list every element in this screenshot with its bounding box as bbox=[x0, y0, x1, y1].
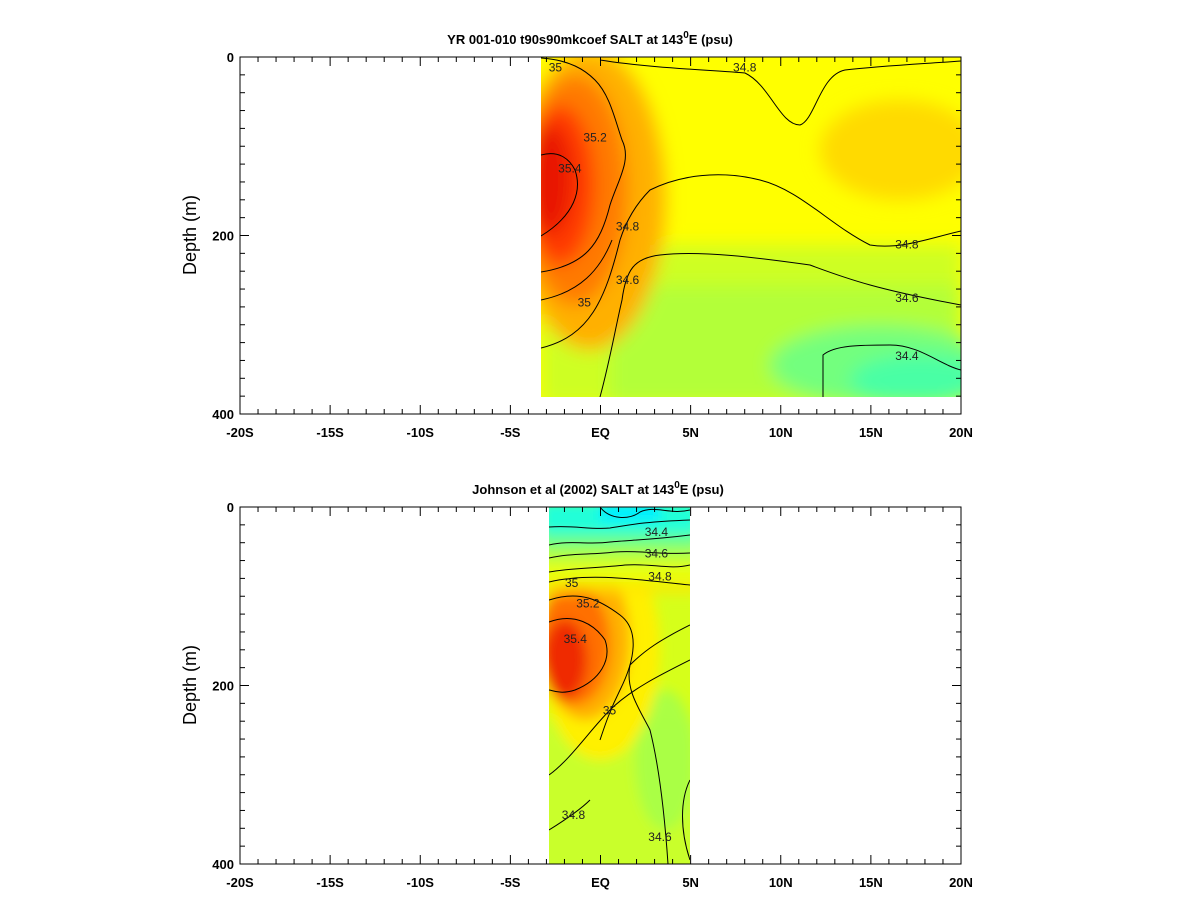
x-tick-label: 20N bbox=[949, 875, 973, 890]
x-tick-label: 20N bbox=[949, 425, 973, 440]
x-tick-label: -10S bbox=[407, 875, 435, 890]
contour-label: 35 bbox=[565, 576, 579, 590]
chart-title-1-tail: E (psu) bbox=[689, 32, 733, 47]
chart-panel-1: YR 001-010 t90s90mkcoef SALT at 1430E (p… bbox=[180, 30, 973, 440]
contour-label: 34.6 bbox=[895, 291, 919, 305]
y-tick-label: 0 bbox=[227, 50, 234, 65]
x-tick-label: 10N bbox=[769, 875, 793, 890]
contours-1 bbox=[541, 57, 961, 397]
chart-title-2-sup: 0 bbox=[674, 480, 680, 491]
x-tick-label: EQ bbox=[591, 425, 610, 440]
contour-label: 35 bbox=[603, 703, 617, 717]
contours-2 bbox=[549, 507, 690, 864]
contour-label: 35 bbox=[578, 295, 592, 309]
contour-labels-1: 35 34.8 35.2 35.4 34.8 34.8 34.6 35 34.6 34.4 bbox=[549, 61, 919, 363]
x-tick-label: -15S bbox=[316, 875, 344, 890]
x-tick-label: 5N bbox=[682, 425, 699, 440]
contour-label: 34.8 bbox=[562, 808, 586, 822]
contour-label: 34.8 bbox=[895, 237, 919, 251]
axis-ticks-1: -20S -15S -10S -5S EQ 5N 10N 15N 20N 0 200 400 bbox=[212, 50, 973, 440]
contour-labels-2: 34.4 34.6 34.8 35 35.2 35.4 35 34.8 34.6 bbox=[562, 525, 672, 844]
chart-title-1-sup: 0 bbox=[683, 30, 689, 41]
contour-label: 34.8 bbox=[648, 570, 672, 584]
x-tick-label: 10N bbox=[769, 425, 793, 440]
contour-label: 34.6 bbox=[648, 830, 672, 844]
x-tick-label: -5S bbox=[500, 425, 521, 440]
y-tick-label: 200 bbox=[212, 679, 234, 694]
y-tick-label: 0 bbox=[227, 500, 234, 515]
x-tick-label: -20S bbox=[226, 425, 254, 440]
contour-label: 35 bbox=[549, 61, 563, 75]
contour-label: 34.6 bbox=[616, 273, 640, 287]
contour-label: 34.8 bbox=[616, 220, 640, 234]
y-axis-label-2: Depth (m) bbox=[180, 645, 200, 725]
axis-ticks-2: -20S -15S -10S -5S EQ 5N 10N 15N 20N 0 200 400 bbox=[212, 500, 973, 890]
chart-title-2-tail: E (psu) bbox=[680, 482, 724, 497]
contour-label: 35.2 bbox=[583, 130, 607, 144]
y-tick-label: 400 bbox=[212, 407, 234, 422]
contour-label: 34.4 bbox=[645, 525, 669, 539]
x-tick-label: -5S bbox=[500, 875, 521, 890]
salinity-field-1 bbox=[541, 57, 961, 397]
contour-label: 35.4 bbox=[564, 632, 588, 646]
contour-label: 35.2 bbox=[576, 596, 600, 610]
chart-panel-2: Johnson et al (2002) SALT at 1430E (psu) bbox=[180, 480, 973, 890]
x-tick-label: -15S bbox=[316, 425, 344, 440]
x-tick-label: 15N bbox=[859, 425, 883, 440]
contour-label: 35.4 bbox=[558, 162, 582, 176]
chart-title-1-main: YR 001-010 t90s90mkcoef SALT at 143 bbox=[447, 32, 683, 47]
chart-title-1: YR 001-010 t90s90mkcoef SALT at 1430E (p… bbox=[447, 30, 733, 47]
chart-title-2-main: Johnson et al (2002) SALT at 143 bbox=[472, 482, 674, 497]
y-tick-label: 400 bbox=[212, 857, 234, 872]
x-tick-label: -20S bbox=[226, 875, 254, 890]
y-tick-label: 200 bbox=[212, 229, 234, 244]
contour-label: 34.6 bbox=[645, 546, 669, 560]
x-tick-label: EQ bbox=[591, 875, 610, 890]
contour-label: 34.8 bbox=[733, 61, 757, 75]
y-axis-label-1: Depth (m) bbox=[180, 195, 200, 275]
x-tick-label: 15N bbox=[859, 875, 883, 890]
x-tick-label: -10S bbox=[407, 425, 435, 440]
contour-label: 34.4 bbox=[895, 349, 919, 363]
x-tick-label: 5N bbox=[682, 875, 699, 890]
chart-title-2: Johnson et al (2002) SALT at 1430E (psu) bbox=[472, 480, 724, 497]
